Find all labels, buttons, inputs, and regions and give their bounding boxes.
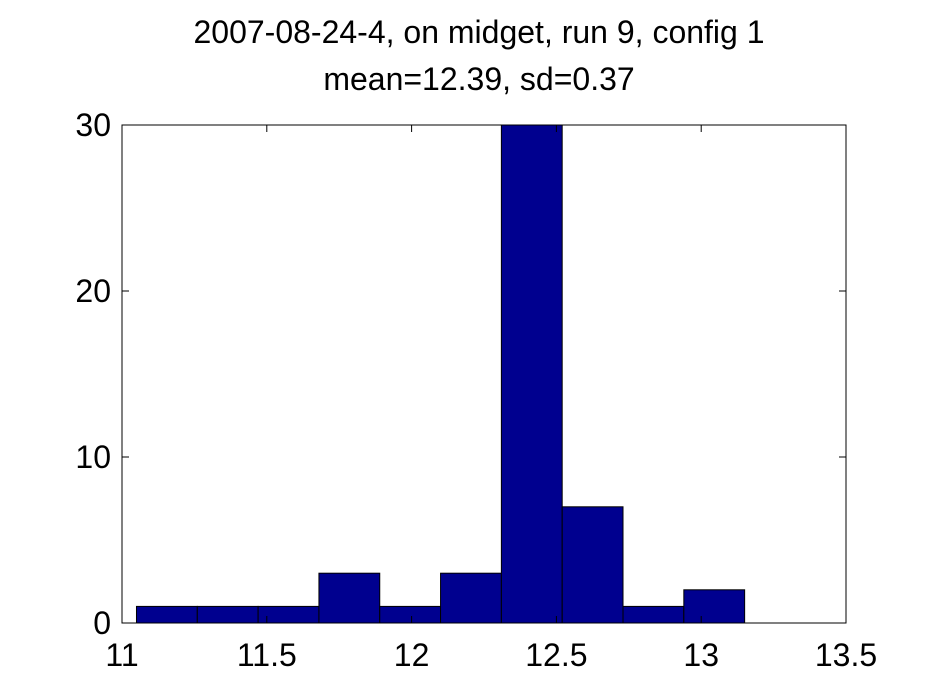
x-tick-label: 11.5 [237, 637, 297, 673]
y-tick-label: 0 [93, 605, 111, 641]
histogram-bar [622, 605, 685, 624]
histogram-bar [683, 589, 746, 624]
x-tick-label: 13 [683, 637, 719, 673]
plot-area-frame [121, 124, 847, 624]
histogram-bar [318, 572, 381, 624]
axis-ticks [121, 124, 847, 624]
x-tick-label: 13.5 [815, 637, 877, 673]
y-axis-tick-labels: 0 10 20 30 [75, 107, 111, 641]
chart-title-line-2: mean=12.39, sd=0.37 [323, 61, 634, 97]
histogram-bar [500, 124, 563, 624]
histogram-bar [379, 605, 442, 624]
histogram-bar [440, 572, 502, 624]
histogram-bar [135, 605, 198, 624]
x-axis-tick-labels: 11 11.5 12 12.5 13 13.5 [105, 637, 877, 673]
y-tick-label: 10 [75, 439, 111, 475]
histogram-bar [561, 506, 624, 624]
histogram-bar [196, 605, 259, 624]
x-tick-label: 12 [394, 637, 430, 673]
chart-title-line-1: 2007-08-24-4, on midget, run 9, config 1 [193, 14, 764, 50]
x-tick-label: 11 [105, 637, 138, 673]
y-tick-label: 30 [75, 107, 111, 143]
histogram-bars [135, 124, 746, 624]
y-tick-label: 20 [75, 273, 111, 309]
x-tick-label: 12.5 [525, 637, 587, 673]
